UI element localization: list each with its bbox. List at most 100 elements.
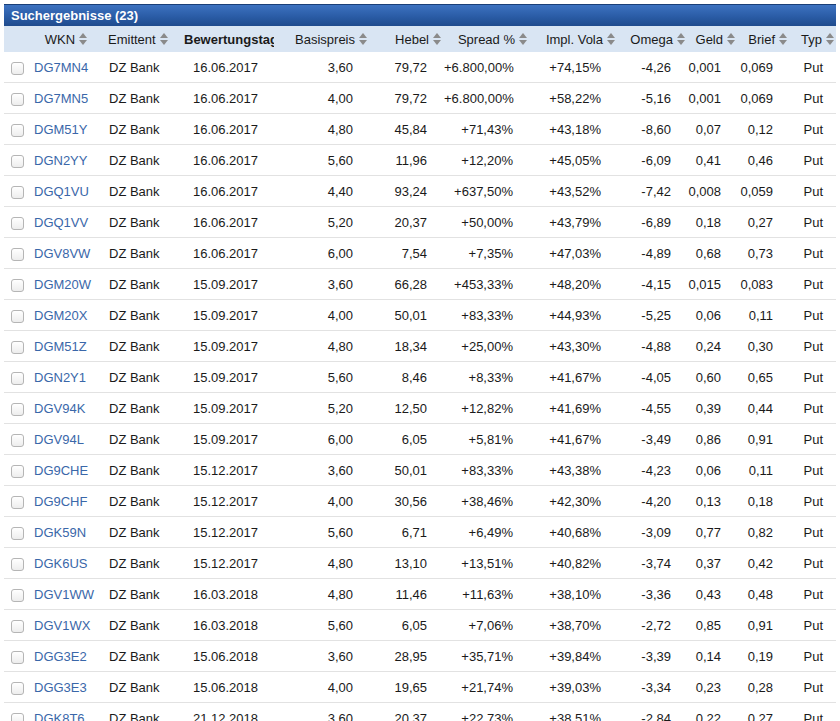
wkn-cell: DGN2Y1 <box>30 362 102 393</box>
brief-cell: 0,42 <box>737 548 789 579</box>
wkn-cell: DGM51Y <box>30 114 102 145</box>
row-checkbox[interactable] <box>11 434 24 447</box>
row-checkbox[interactable] <box>11 248 24 261</box>
impl-vola-cell: +43,18% <box>529 114 617 145</box>
spread-cell: +637,50% <box>443 176 529 207</box>
wkn-link[interactable]: DG9CHE <box>34 463 88 478</box>
row-checkbox[interactable] <box>11 124 24 137</box>
row-checkbox[interactable] <box>11 465 24 478</box>
header-impl-vola[interactable]: Impl. Vola <box>529 26 617 52</box>
header-omega[interactable]: Omega <box>617 26 687 52</box>
basispreis-cell: 3,60 <box>274 455 369 486</box>
wkn-link[interactable]: DGQ1VV <box>34 215 88 230</box>
basispreis-cell: 5,60 <box>274 517 369 548</box>
hebel-cell: 8,46 <box>369 362 443 393</box>
geld-cell: 0,14 <box>687 641 737 672</box>
wkn-link[interactable]: DGV1WX <box>34 618 90 633</box>
wkn-link[interactable]: DGV94L <box>34 432 84 447</box>
row-checkbox[interactable] <box>11 682 24 695</box>
sort-icon <box>779 33 787 45</box>
row-checkbox[interactable] <box>11 713 24 721</box>
geld-cell: 0,86 <box>687 424 737 455</box>
row-checkbox[interactable] <box>11 372 24 385</box>
header-basispreis[interactable]: Basispreis <box>274 26 369 52</box>
spread-cell: +13,51% <box>443 548 529 579</box>
header-wkn[interactable]: WKN <box>30 26 102 52</box>
wkn-link[interactable]: DG7MN4 <box>34 60 88 75</box>
typ-cell: Put <box>789 83 836 114</box>
wkn-link[interactable]: DGM51Z <box>34 339 87 354</box>
wkn-link[interactable]: DGV1WW <box>34 587 94 602</box>
header-typ[interactable]: Typ <box>789 26 836 52</box>
wkn-cell: DGK59N <box>30 517 102 548</box>
wkn-cell: DGQ1VU <box>30 176 102 207</box>
row-checkbox[interactable] <box>11 186 24 199</box>
brief-cell: 0,30 <box>737 331 789 362</box>
table-row: DG7MN5 DZ Bank 16.06.2017 4,00 79,72 +6.… <box>4 83 836 114</box>
omega-cell: -4,26 <box>617 52 687 83</box>
spread-cell: +7,35% <box>443 238 529 269</box>
impl-vola-cell: +43,79% <box>529 207 617 238</box>
omega-cell: -2,72 <box>617 610 687 641</box>
wkn-link[interactable]: DGM20W <box>34 277 91 292</box>
row-checkbox[interactable] <box>11 62 24 75</box>
sort-icon <box>433 33 441 45</box>
row-checkbox[interactable] <box>11 620 24 633</box>
geld-cell: 0,06 <box>687 300 737 331</box>
header-brief[interactable]: Brief <box>737 26 789 52</box>
wkn-link[interactable]: DGQ1VU <box>34 184 89 199</box>
row-checkbox[interactable] <box>11 341 24 354</box>
wkn-link[interactable]: DGG3E2 <box>34 649 87 664</box>
checkbox-cell <box>4 114 30 145</box>
wkn-link[interactable]: DG9CHF <box>34 494 87 509</box>
emittent-cell: DZ Bank <box>102 362 182 393</box>
basispreis-cell: 4,80 <box>274 579 369 610</box>
wkn-cell: DG9CHE <box>30 455 102 486</box>
bewertungstag-cell: 16.06.2017 <box>182 145 274 176</box>
results-title-bar: Suchergebnisse (23) <box>4 4 836 26</box>
wkn-link[interactable]: DG7MN5 <box>34 91 88 106</box>
header-spread[interactable]: Spread % <box>443 26 529 52</box>
basispreis-cell: 4,00 <box>274 486 369 517</box>
row-checkbox[interactable] <box>11 310 24 323</box>
wkn-link[interactable]: DGN2YY <box>34 153 87 168</box>
checkbox-cell <box>4 548 30 579</box>
omega-cell: -5,16 <box>617 83 687 114</box>
row-checkbox[interactable] <box>11 589 24 602</box>
checkbox-cell <box>4 641 30 672</box>
row-checkbox[interactable] <box>11 496 24 509</box>
wkn-link[interactable]: DGM20X <box>34 308 87 323</box>
row-checkbox[interactable] <box>11 93 24 106</box>
wkn-link[interactable]: DGV8VW <box>34 246 90 261</box>
hebel-cell: 18,34 <box>369 331 443 362</box>
header-geld[interactable]: Geld <box>687 26 737 52</box>
wkn-link[interactable]: DGN2Y1 <box>34 370 86 385</box>
header-bewertungstag[interactable]: Bewertungstag <box>182 26 274 52</box>
omega-cell: -4,05 <box>617 362 687 393</box>
wkn-link[interactable]: DGK59N <box>34 525 86 540</box>
wkn-link[interactable]: DGK6US <box>34 556 87 571</box>
row-checkbox[interactable] <box>11 155 24 168</box>
geld-cell: 0,77 <box>687 517 737 548</box>
row-checkbox[interactable] <box>11 403 24 416</box>
wkn-link[interactable]: DGM51Y <box>34 122 87 137</box>
bewertungstag-cell: 15.09.2017 <box>182 269 274 300</box>
row-checkbox[interactable] <box>11 527 24 540</box>
checkbox-cell <box>4 269 30 300</box>
wkn-link[interactable]: DGG3E3 <box>34 680 87 695</box>
row-checkbox[interactable] <box>11 217 24 230</box>
wkn-link[interactable]: DGV94K <box>34 401 85 416</box>
row-checkbox[interactable] <box>11 558 24 571</box>
header-emittent[interactable]: Emittent <box>102 26 182 52</box>
header-hebel[interactable]: Hebel <box>369 26 443 52</box>
spread-cell: +12,20% <box>443 145 529 176</box>
impl-vola-cell: +41,67% <box>529 362 617 393</box>
bewertungstag-cell: 16.06.2017 <box>182 52 274 83</box>
geld-cell: 0,06 <box>687 455 737 486</box>
typ-cell: Put <box>789 362 836 393</box>
wkn-link[interactable]: DGK8T6 <box>34 711 85 721</box>
impl-vola-cell: +40,68% <box>529 517 617 548</box>
row-checkbox[interactable] <box>11 651 24 664</box>
hebel-cell: 79,72 <box>369 52 443 83</box>
row-checkbox[interactable] <box>11 279 24 292</box>
